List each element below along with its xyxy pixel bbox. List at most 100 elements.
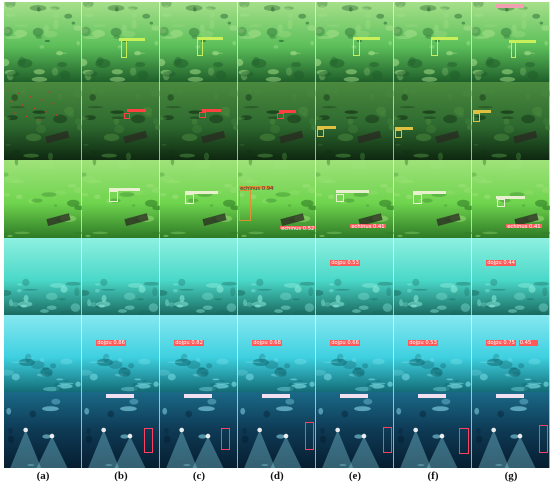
detection-label <box>495 393 524 399</box>
underwater-scene <box>82 392 160 468</box>
detection-label: echinus 0.41 <box>506 223 542 230</box>
result-panel: echinus 0.94 echinus 0.52 <box>238 160 316 238</box>
result-panel <box>4 238 82 315</box>
detection-label: dojpu 0.53 <box>408 339 439 346</box>
detection-label <box>317 125 337 129</box>
result-panel <box>472 392 550 468</box>
detection-box <box>538 425 549 453</box>
detection-box <box>220 428 230 450</box>
underwater-scene <box>316 82 394 160</box>
result-panel <box>82 238 160 315</box>
underwater-scene <box>472 82 550 160</box>
detection-box <box>120 40 128 58</box>
detection-box <box>353 38 360 57</box>
column-label: (d) <box>270 470 284 482</box>
result-panel: dojpu 0.53 <box>394 315 472 392</box>
column-label: (c) <box>192 470 206 482</box>
result-panel <box>4 2 82 82</box>
underwater-scene <box>472 315 550 392</box>
detection-label: echinus 0.41 <box>350 223 386 230</box>
result-panel <box>238 392 316 468</box>
result-panel <box>160 82 238 160</box>
detection-box <box>510 42 517 58</box>
detection-label: 0.45 <box>518 339 538 346</box>
underwater-scene <box>160 2 238 82</box>
detection-label: dojpu 0.44 <box>486 259 517 266</box>
underwater-scene <box>82 2 160 82</box>
detection-box <box>185 194 195 204</box>
detection-label <box>339 393 368 399</box>
detection-box <box>304 422 315 450</box>
detection-box <box>276 113 284 120</box>
underwater-scene <box>394 315 472 392</box>
underwater-scene <box>394 392 472 468</box>
result-panel <box>316 82 394 160</box>
detection-box <box>198 111 206 118</box>
underwater-scene <box>238 238 316 315</box>
detection-label <box>183 393 212 399</box>
column-label: (e) <box>348 470 362 482</box>
detection-label <box>196 37 224 41</box>
detection-box <box>108 191 118 203</box>
result-panel: dojpu 0.75 0.45 <box>472 315 550 392</box>
detection-label: echinus 0.52 <box>280 225 316 232</box>
detection-label <box>395 127 413 131</box>
result-panel: dojpu 0.44 <box>472 238 550 315</box>
underwater-scene <box>316 392 394 468</box>
underwater-scene <box>394 160 472 238</box>
detection-box <box>497 199 505 207</box>
detection-box <box>412 194 423 204</box>
underwater-scene <box>160 160 238 238</box>
column-label: (g) <box>504 470 518 482</box>
result-panel <box>160 238 238 315</box>
detection-box <box>317 128 325 137</box>
detection-label <box>336 189 370 193</box>
result-panel <box>472 82 550 160</box>
detection-label <box>278 110 296 114</box>
underwater-scene <box>4 392 82 468</box>
detection-label: dojpu 0.66 <box>330 339 361 346</box>
result-panel <box>82 160 160 238</box>
column-label: (f) <box>427 470 439 482</box>
detection-label: dojpu 0.68 <box>252 339 283 346</box>
detection-box <box>239 189 252 221</box>
detection-box <box>431 38 438 57</box>
result-panel <box>82 2 160 82</box>
detection-label <box>127 109 147 113</box>
detection-box <box>336 194 345 203</box>
result-panel <box>316 392 394 468</box>
detection-label <box>412 191 446 195</box>
result-panel <box>394 160 472 238</box>
underwater-scene <box>82 82 160 160</box>
result-panel: dojpu 0.82 <box>160 315 238 392</box>
result-panel <box>160 2 238 82</box>
result-panel <box>316 2 394 82</box>
result-panel <box>394 82 472 160</box>
result-panel <box>238 82 316 160</box>
detection-label: dojpu 0.75 <box>486 339 517 346</box>
result-panel <box>394 2 472 82</box>
underwater-scene <box>4 160 82 238</box>
underwater-scene <box>238 82 316 160</box>
underwater-scene <box>472 392 550 468</box>
detection-label <box>185 191 218 195</box>
detection-label <box>495 3 524 8</box>
underwater-scene <box>238 2 316 82</box>
underwater-scene <box>238 392 316 468</box>
underwater-scene <box>160 82 238 160</box>
column-label: (b) <box>114 470 128 482</box>
underwater-scene <box>82 238 160 315</box>
result-panel <box>4 160 82 238</box>
detection-box <box>459 428 469 455</box>
detection-box <box>473 113 481 122</box>
result-panel <box>160 392 238 468</box>
column-label: (a) <box>36 470 50 482</box>
result-panel <box>394 238 472 315</box>
detection-label <box>473 110 491 114</box>
result-panel: dojpu 0.68 <box>238 315 316 392</box>
result-panel <box>4 315 82 392</box>
result-panel <box>472 2 550 82</box>
underwater-scene <box>160 315 238 392</box>
result-panel <box>4 392 82 468</box>
